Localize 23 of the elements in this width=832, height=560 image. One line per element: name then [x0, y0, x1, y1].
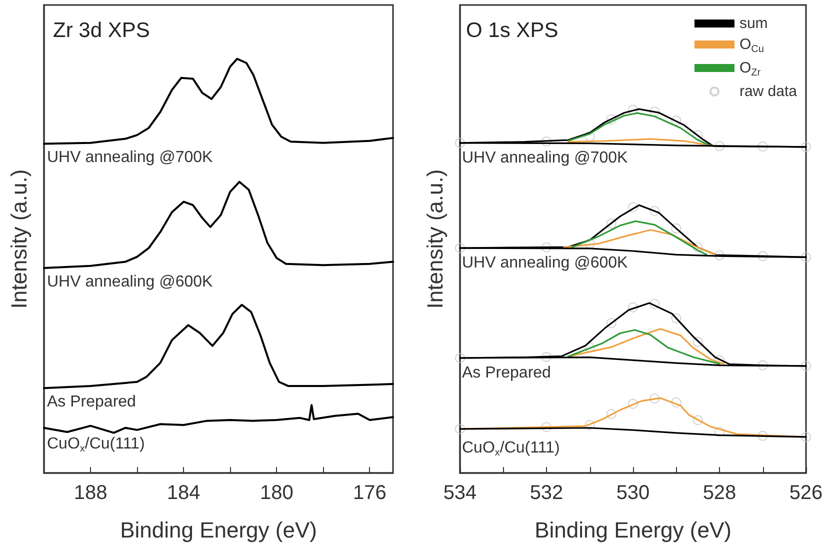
x-tick-label: 176: [353, 482, 386, 504]
legend-label: raw data: [739, 83, 798, 100]
legend-label: sum: [739, 15, 768, 32]
x-tick-label: 180: [260, 482, 294, 504]
x-tick-label: 530: [616, 482, 650, 504]
x-axis-title: Binding Energy (eV): [534, 518, 732, 542]
x-tick-label: 534: [443, 482, 477, 504]
x-tick-label: 184: [166, 482, 200, 504]
y-axis-title: Intensity (a.u.): [6, 169, 32, 309]
x-tick-label: 526: [789, 482, 823, 504]
series-label: UHV annealing @600K: [47, 273, 214, 290]
x-axis-title: Binding Energy (eV): [120, 518, 317, 542]
x-tick-label: 532: [530, 482, 564, 504]
x-tick-label: 188: [74, 482, 108, 504]
chart-title: O 1s XPS: [466, 19, 558, 42]
annotation: UHV annealing @600K: [462, 254, 628, 272]
annotation: As Prepared: [462, 364, 551, 382]
annotation: UHV annealing @700K: [462, 150, 628, 166]
chart-title: Zr 3d XPS: [53, 19, 150, 42]
series-label: UHV annealing @700K: [47, 149, 214, 166]
series-label: As Prepared: [47, 394, 136, 411]
y-axis-title: Intensity (a.u.): [422, 169, 448, 309]
x-tick-label: 528: [702, 482, 736, 504]
